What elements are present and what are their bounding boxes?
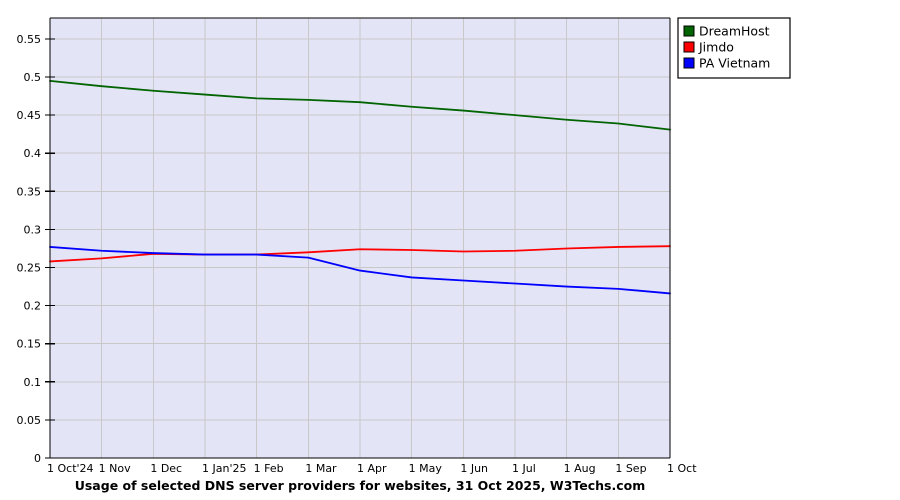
chart-caption: Usage of selected DNS server providers f… [75,478,646,493]
y-tick-label: 0.5 [24,71,42,84]
y-tick-label: 0.05 [17,414,42,427]
y-tick-label: 0.35 [17,185,42,198]
x-tick-label: 1 Oct [667,462,697,475]
x-axis-ticks: 1 Oct'24 1 Nov 1 Dec 1 Jan'25 1 Feb 1 Mar 1 Ap… [47,462,697,475]
x-tick-label: 1 Jul [512,462,536,475]
x-tick-label: 1 Aug [564,462,596,475]
series-line-pa-vietnam [49,246,671,295]
y-tick-label: 0.25 [17,262,42,275]
x-tick-label: 1 Apr [357,462,387,475]
y-tick-label: 0.1 [24,376,42,389]
y-tick-label: 0.45 [17,109,42,122]
legend-label-pa-vietnam: PA Vietnam [699,56,770,71]
legend-box [677,17,791,79]
x-tick-label: 1 May [409,462,443,475]
legend-label-dreamhost: DreamHost [699,24,770,39]
legend-label-jimdo: Jimdo [698,40,734,55]
y-tick-label: 0.2 [24,300,42,313]
y-tick-label: 0.3 [24,223,42,236]
x-tick-label: 1 Jun [460,462,488,475]
legend-swatch-jimdo [683,41,695,53]
x-tick-label: 1 Jan'25 [202,462,246,475]
y-tick-label: 0.55 [17,33,42,46]
x-tick-label: 1 Sep [615,462,646,475]
x-tick-label: 1 Oct'24 [47,462,94,475]
series-lines [49,79,671,295]
x-tick-label: 1 Nov [99,462,131,475]
y-tick-label: 0 [34,452,41,465]
y-axis-ticks: 0 0.05 0.1 0.15 0.2 0.25 0.3 0.35 0.4 0.45 0.5 0.55 [17,33,55,465]
x-tick-label: 1 Feb [254,462,284,475]
x-tick-label: 1 Dec [150,462,182,475]
legend-swatch-pa-vietnam [683,57,695,69]
y-tick-label: 0.4 [24,147,42,160]
y-tick-label: 0.15 [17,338,42,351]
series-line-dreamhost [49,79,671,131]
x-tick-label: 1 Mar [305,462,337,475]
legend-swatch-dreamhost [683,25,695,37]
